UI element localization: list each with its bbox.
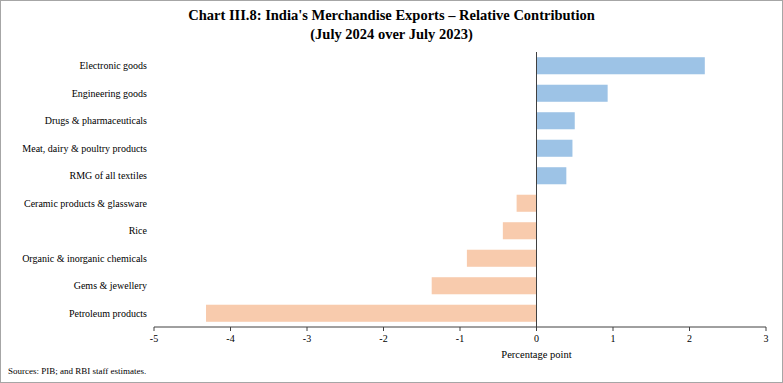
tick-mark (613, 327, 614, 331)
tick-mark (766, 327, 767, 331)
category-label: Ceramic products & glassware (24, 198, 148, 209)
title: Chart III.8: India's Merchandise Exports… (188, 7, 595, 23)
tick-mark (230, 327, 231, 331)
tick-label: 2 (687, 333, 692, 344)
tick-label: -2 (379, 333, 387, 344)
tick-label: -4 (226, 333, 234, 344)
bar (537, 167, 567, 184)
chart-svg: Chart III.8: India's Merchandise Exports… (0, 0, 783, 383)
bar (206, 305, 536, 322)
tick-mark (536, 327, 537, 331)
chart-container: Chart III.8: India's Merchandise Exports… (0, 0, 783, 383)
bar (537, 112, 575, 129)
category-label: Engineering goods (72, 88, 147, 99)
category-label: Meat, dairy & poultry products (22, 143, 147, 154)
bar (537, 140, 573, 157)
tick-mark (383, 327, 384, 331)
tick-label: 1 (611, 333, 616, 344)
tick-mark (460, 327, 461, 331)
category-label: Rice (129, 225, 148, 236)
tick-label: -1 (456, 333, 464, 344)
zero-line (536, 52, 537, 327)
tick-label: 3 (764, 333, 769, 344)
bars (206, 57, 705, 322)
bar (467, 250, 537, 267)
bar (517, 195, 537, 212)
bar (432, 277, 537, 294)
bar (537, 57, 705, 74)
category-label: Petroleum products (69, 308, 147, 319)
source: Sources: PIB; and RBI staff estimates. (8, 366, 146, 376)
bar (537, 85, 608, 102)
tick-label: -3 (303, 333, 311, 344)
frame (1, 1, 783, 383)
tick-mark (154, 327, 155, 331)
category-label: Organic & inorganic chemicals (22, 253, 147, 264)
tick-label: -5 (150, 333, 158, 344)
category-label: Gems & jewellery (74, 280, 147, 291)
tick-mark (689, 327, 690, 331)
subtitle: (July 2024 over July 2023) (310, 26, 473, 43)
category-label: RMG of all textiles (70, 170, 148, 181)
tick-mark (307, 327, 308, 331)
category-label: Drugs & pharmaceuticals (45, 115, 147, 126)
x-axis-label: Percentage point (501, 349, 571, 360)
category-label: Electronic goods (80, 60, 148, 71)
bar (503, 222, 537, 239)
tick-label: 0 (534, 333, 539, 344)
